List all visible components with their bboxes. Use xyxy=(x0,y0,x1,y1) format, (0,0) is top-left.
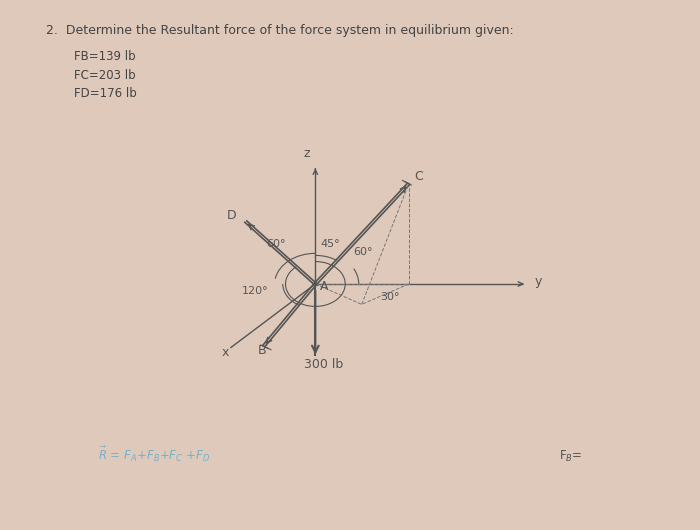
Text: 60°: 60° xyxy=(354,248,373,258)
Text: $\vec{R}$ = F$_A$+F$_B$+F$_C$ +F$_D$: $\vec{R}$ = F$_A$+F$_B$+F$_C$ +F$_D$ xyxy=(98,445,211,464)
Text: FD=176 lb: FD=176 lb xyxy=(74,87,136,101)
Bar xyxy=(314,282,317,285)
Text: FC=203 lb: FC=203 lb xyxy=(74,69,135,82)
Text: FB=139 lb: FB=139 lb xyxy=(74,50,135,64)
Text: 120°: 120° xyxy=(242,286,269,296)
Text: z: z xyxy=(304,146,311,160)
Text: C: C xyxy=(414,170,423,183)
Text: F$_B$=: F$_B$= xyxy=(559,448,583,464)
Text: D: D xyxy=(227,209,236,223)
Text: 300 lb: 300 lb xyxy=(304,358,343,370)
Text: 30°: 30° xyxy=(381,293,400,302)
Text: A: A xyxy=(320,280,328,293)
Text: y: y xyxy=(535,276,542,288)
Text: B: B xyxy=(258,344,267,357)
Text: 60°: 60° xyxy=(267,239,286,249)
Text: 2.  Determine the Resultant force of the force system in equilibrium given:: 2. Determine the Resultant force of the … xyxy=(46,24,513,37)
Text: 45°: 45° xyxy=(321,239,340,249)
Text: x: x xyxy=(222,346,229,359)
